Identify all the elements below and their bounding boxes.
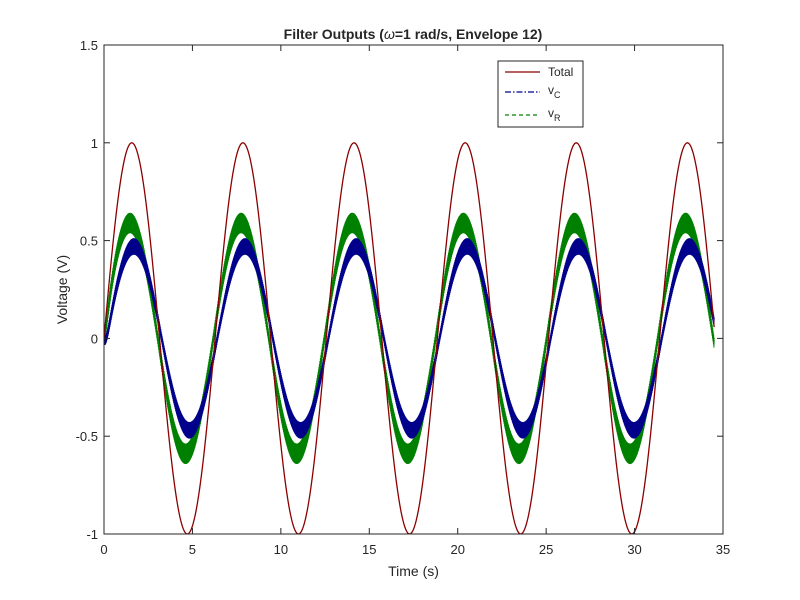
chart-title-part-1: Filter Outputs ( <box>284 26 385 42</box>
y-axis-label: Voltage (V) <box>54 255 70 324</box>
plot-frame <box>103 44 724 535</box>
y-tick-label: 0.5 <box>80 234 98 249</box>
chart-title-omega: ω <box>384 26 395 42</box>
x-tick-label: 25 <box>539 542 553 557</box>
y-tick-label: -1 <box>86 527 98 542</box>
tick-layer: 0 5 10 15 20 25 30 35 -1 -0.5 0 0.5 1 1.5 <box>76 38 731 557</box>
legend-label-vr: vR <box>548 106 561 123</box>
legend-label-total: Total <box>548 65 573 79</box>
y-tick-label: 0 <box>91 331 98 346</box>
y-tick-label: -0.5 <box>76 429 98 444</box>
x-tick-label: 15 <box>362 542 376 557</box>
x-tick-label: 5 <box>189 542 196 557</box>
legend-label-vc: vC <box>548 83 561 100</box>
x-axis-label: Time (s) <box>388 563 439 579</box>
y-tick-label: 1.5 <box>80 38 98 53</box>
x-tick-label: 0 <box>100 542 107 557</box>
chart-title-part-2: =1 rad/s, Envelope 12) <box>395 26 542 42</box>
x-tick-label: 30 <box>627 542 641 557</box>
series-line-vc <box>104 238 715 439</box>
chart-title: Filter Outputs (ω=1 rad/s, Envelope 12) <box>284 26 543 42</box>
y-tick-label: 1 <box>91 136 98 151</box>
legend: Total vC vR <box>497 60 584 128</box>
x-tick-label: 35 <box>716 542 730 557</box>
x-tick-label: 10 <box>274 542 288 557</box>
x-tick-label: 20 <box>450 542 464 557</box>
